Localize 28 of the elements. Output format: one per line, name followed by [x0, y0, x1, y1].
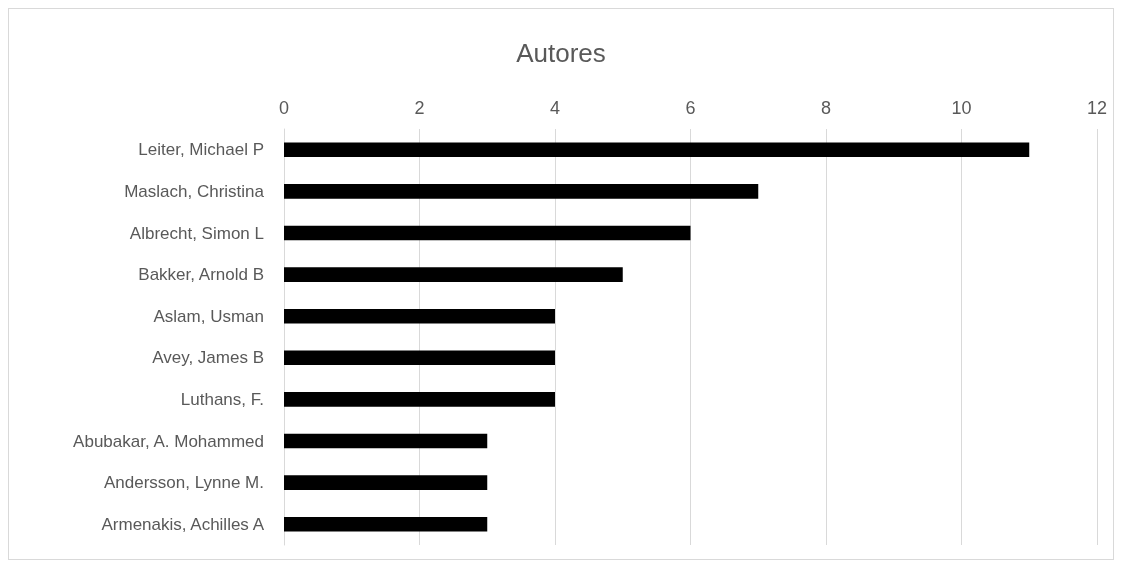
x-tick-label: 6 — [685, 98, 696, 118]
y-tick-label: Bakker, Arnold B — [138, 265, 264, 285]
y-tick-label: Armenakis, Achilles A — [101, 514, 265, 534]
y-tick-label: Maslach, Christina — [124, 181, 265, 201]
bar — [284, 308, 555, 324]
chart-title: Autores — [516, 38, 606, 68]
y-tick-label: Luthans, F. — [180, 389, 264, 409]
bar — [284, 225, 691, 241]
bar — [284, 392, 555, 407]
y-tick-label: Avey, James B — [152, 348, 264, 368]
y-tick-label: Abubakar, A. Mohammed — [73, 431, 264, 451]
bar — [284, 475, 488, 490]
bar — [284, 516, 488, 532]
bar — [284, 184, 759, 199]
x-tick-label: 0 — [278, 98, 290, 118]
bar — [284, 350, 555, 366]
x-tick-label: 10 — [951, 98, 972, 118]
bar — [284, 267, 623, 282]
y-tick-label: Albrecht, Simon L — [129, 223, 264, 243]
x-tick-label: 4 — [549, 98, 561, 118]
x-tick-label: 2 — [414, 98, 425, 118]
bar — [284, 142, 1030, 158]
bar — [284, 433, 488, 449]
y-tick-label: Leiter, Michael P — [138, 140, 264, 160]
x-tick-label: 12 — [1086, 98, 1108, 118]
x-tick-label: 8 — [820, 98, 832, 118]
y-tick-label: Aslam, Usman — [153, 306, 264, 326]
y-tick-label: Andersson, Lynne M. — [103, 473, 264, 493]
